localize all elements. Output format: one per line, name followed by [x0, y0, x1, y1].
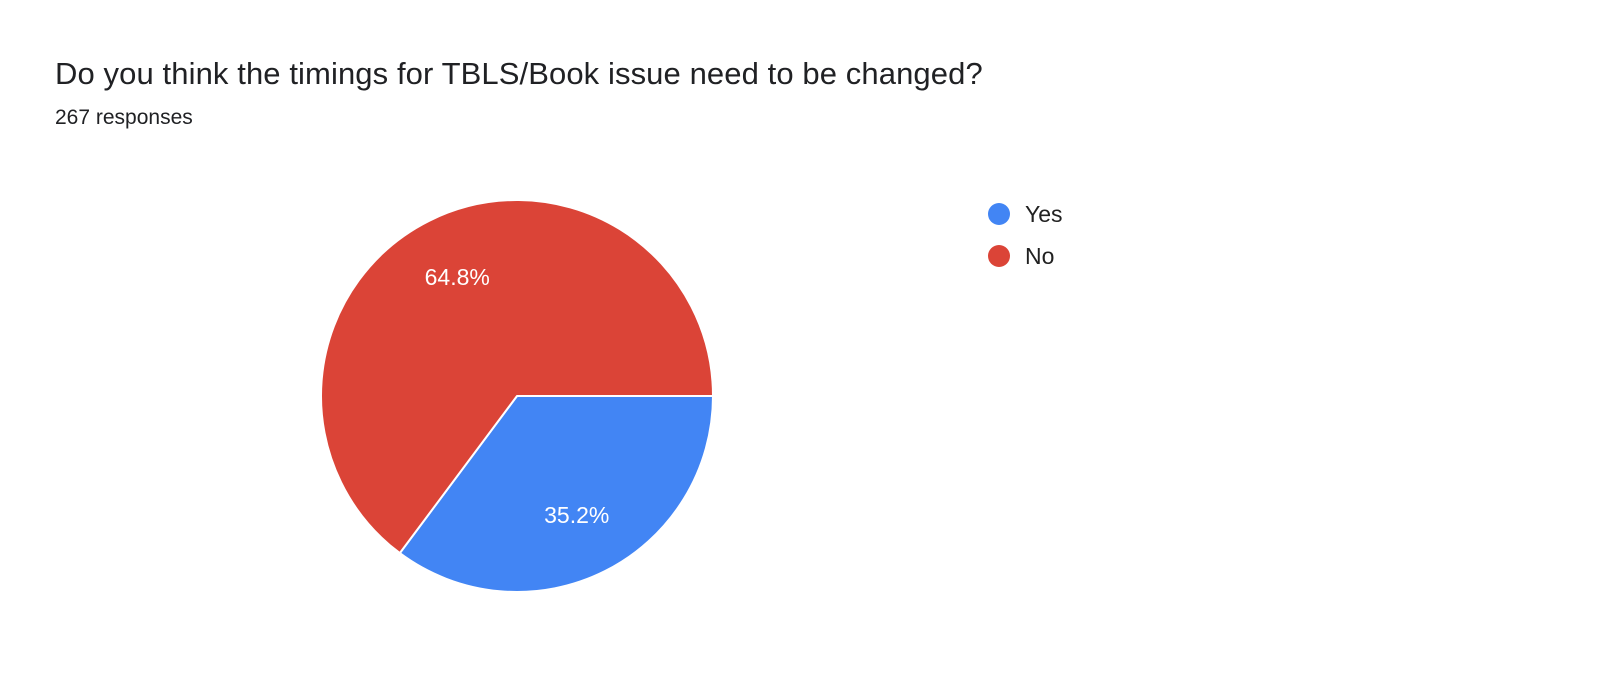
pie-slice-no[interactable] — [320, 199, 714, 555]
legend: Yes No — [988, 200, 1063, 270]
legend-label-yes: Yes — [1025, 200, 1063, 227]
legend-item-no: No — [988, 242, 1063, 270]
legend-label-no: No — [1025, 242, 1055, 269]
pie-slice-yes[interactable] — [398, 395, 714, 594]
legend-dot-yes — [988, 203, 1010, 225]
legend-dot-no — [988, 245, 1010, 267]
question-title: Do you think the timings for TBLS/Book i… — [55, 56, 983, 91]
legend-item-yes: Yes — [988, 200, 1063, 228]
pie-chart: 35.2% 64.8% — [320, 199, 714, 594]
pie-slice-percent-label: 35.2% — [544, 502, 609, 528]
pie-slice-percent-label: 64.8% — [425, 264, 490, 290]
responses-count: 267 responses — [55, 106, 193, 129]
